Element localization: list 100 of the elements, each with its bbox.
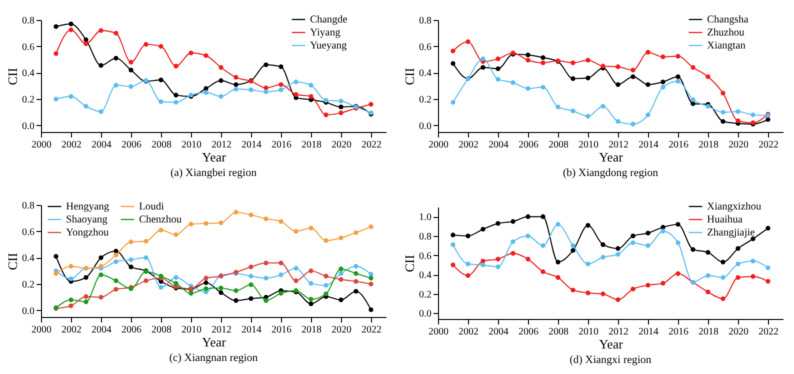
point [68, 28, 74, 32]
point [308, 301, 314, 306]
point [368, 272, 374, 277]
point [264, 89, 268, 94]
point [188, 222, 194, 226]
point [158, 285, 164, 290]
point [114, 30, 118, 36]
point [570, 76, 576, 81]
point [496, 264, 500, 270]
point [128, 68, 134, 72]
point [720, 260, 726, 264]
x-tick-label: 2010 [578, 140, 598, 150]
point [54, 24, 58, 29]
point [308, 296, 314, 302]
point [234, 74, 238, 80]
point [496, 221, 500, 226]
point [630, 286, 636, 292]
point [466, 234, 470, 238]
point [218, 94, 224, 99]
x-tick-label: 2012 [212, 140, 232, 150]
point [204, 86, 208, 91]
point [354, 264, 358, 269]
y-axis-title: CII [5, 252, 20, 270]
point [766, 117, 770, 122]
point [144, 278, 148, 284]
point [616, 119, 620, 124]
point [466, 39, 470, 44]
point [264, 276, 268, 280]
point [600, 242, 606, 247]
y-tick-label: 1.0 [419, 212, 432, 224]
point [646, 230, 650, 236]
point [234, 288, 238, 293]
y-axis-title: CII [5, 68, 20, 86]
point [158, 99, 164, 104]
point [338, 298, 344, 302]
x-tick-label: 2002 [458, 326, 478, 338]
point [338, 98, 344, 104]
point [338, 277, 344, 282]
y-tick-label: 0.4 [419, 270, 432, 282]
point [218, 286, 224, 290]
point [466, 273, 470, 278]
point [84, 300, 88, 304]
point [616, 82, 620, 87]
point [114, 82, 118, 88]
point [570, 243, 576, 248]
point [234, 86, 238, 92]
x-axis-title: Year [599, 150, 624, 164]
point [204, 276, 208, 280]
point [68, 276, 74, 282]
x-tick-label: 2000 [428, 140, 448, 150]
point [720, 275, 726, 280]
point [188, 290, 194, 296]
point [144, 42, 148, 47]
point [750, 112, 756, 118]
x-tick-label: 2004 [92, 140, 112, 150]
point [218, 78, 224, 83]
point [204, 90, 208, 95]
point [600, 104, 606, 109]
point [450, 100, 456, 105]
x-tick-label: 2000 [32, 324, 52, 336]
point [720, 110, 726, 115]
point [616, 64, 620, 70]
x-tick-label: 2022 [362, 324, 382, 336]
point [174, 64, 178, 68]
point [324, 112, 328, 118]
point [218, 220, 224, 226]
point [540, 60, 546, 66]
point [616, 252, 620, 257]
point [706, 290, 710, 294]
point [54, 271, 58, 276]
point [338, 236, 344, 240]
x-tick-label: 2014 [638, 140, 658, 150]
point [526, 256, 530, 262]
legend-label: Changsha [707, 14, 749, 26]
point [354, 288, 358, 294]
point [526, 214, 530, 219]
y-tick-label: 0.2 [22, 94, 34, 106]
point [158, 228, 164, 232]
point [750, 258, 756, 264]
point [324, 274, 328, 278]
point [158, 78, 164, 82]
point [54, 51, 58, 56]
x-tick-label: 2022 [758, 140, 778, 150]
point [278, 260, 284, 266]
y-tick-label: 0.6 [22, 226, 34, 238]
point [294, 229, 298, 234]
x-tick-label: 2018 [302, 324, 322, 336]
point [54, 254, 58, 259]
point [174, 232, 178, 237]
point [338, 271, 344, 276]
point [616, 246, 620, 251]
x-tick-label: 2008 [152, 324, 172, 336]
y-tick-label: 0.8 [22, 16, 34, 26]
y-tick-label: 0.0 [22, 306, 34, 317]
point [84, 104, 88, 109]
x-tick-label: 2010 [182, 140, 202, 150]
y-tick-label: 0.8 [419, 16, 432, 26]
point [128, 240, 134, 244]
point [600, 254, 606, 260]
x-tick-label: 2002 [62, 324, 82, 336]
